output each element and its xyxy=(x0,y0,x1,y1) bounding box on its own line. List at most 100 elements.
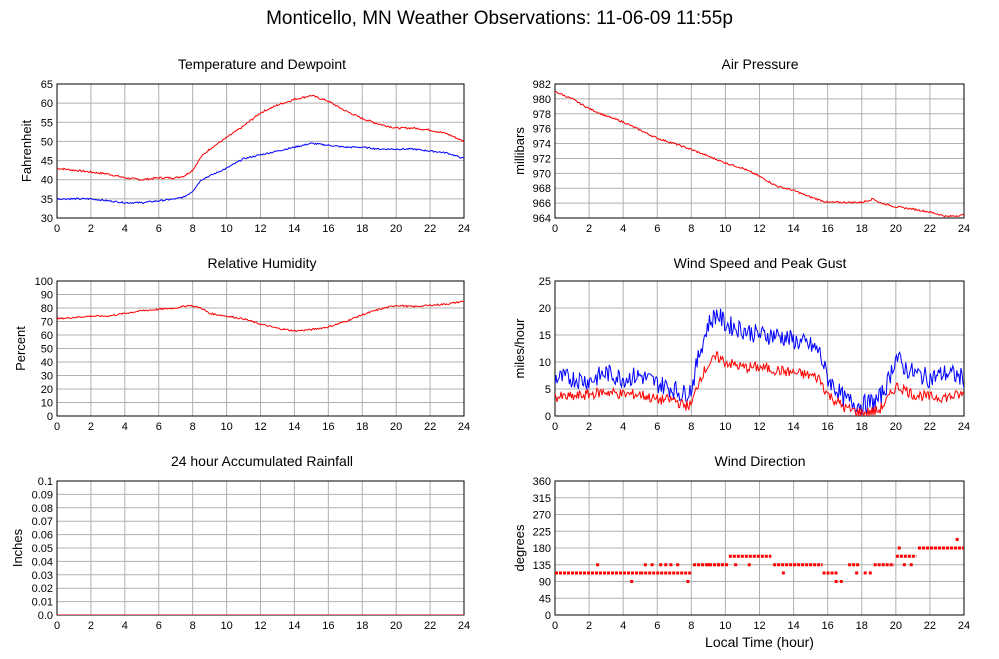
y-tick-label: 30 xyxy=(41,213,53,225)
y-tick-label: 225 xyxy=(533,526,551,538)
y-tick-label: 0.08 xyxy=(32,503,53,515)
y-tick-label: 0.03 xyxy=(32,570,53,582)
direction-point xyxy=(596,563,600,567)
y-tick-label: 10 xyxy=(41,398,53,410)
x-tick-label: 20 xyxy=(890,223,902,235)
direction-point xyxy=(839,580,843,583)
y-tick-label: 968 xyxy=(533,183,551,195)
x-tick-label: 10 xyxy=(220,223,232,235)
y-tick-label: 100 xyxy=(35,276,53,288)
x-tick-label: 12 xyxy=(254,421,266,433)
chart-title: 24 hour Accumulated Rainfall xyxy=(171,453,353,469)
y-axis-label: Percent xyxy=(13,326,28,371)
x-tick-label: 4 xyxy=(620,223,626,235)
y-tick-label: 974 xyxy=(533,139,551,151)
direction-point xyxy=(643,563,647,567)
y-tick-label: 0 xyxy=(545,610,551,622)
x-tick-label: 12 xyxy=(753,421,765,433)
series-line-1 xyxy=(57,300,464,333)
y-tick-label: 360 xyxy=(533,476,551,488)
x-tick-label: 20 xyxy=(390,223,402,235)
x-tick-label: 14 xyxy=(787,620,799,632)
x-tick-label: 18 xyxy=(356,421,368,433)
y-axis-label: Fahrenheit xyxy=(19,120,34,183)
x-tick-label: 16 xyxy=(822,620,834,632)
y-tick-label: 180 xyxy=(533,543,551,555)
x-tick-label: 22 xyxy=(424,620,436,632)
direction-point xyxy=(834,580,838,583)
x-tick-label: 16 xyxy=(322,421,334,433)
y-tick-label: 0.09 xyxy=(32,489,53,501)
x-tick-label: 0 xyxy=(54,223,60,235)
direction-point xyxy=(630,580,634,583)
y-axis-label: miles/hour xyxy=(512,318,527,379)
y-tick-label: 976 xyxy=(533,124,551,136)
x-tick-label: 16 xyxy=(822,421,834,433)
x-tick-label: 16 xyxy=(822,223,834,235)
x-tick-label: 22 xyxy=(424,421,436,433)
y-tick-label: 0.06 xyxy=(32,530,53,542)
direction-point xyxy=(855,571,859,575)
chart-title: Air Pressure xyxy=(721,56,798,72)
x-tick-label: 8 xyxy=(688,421,694,433)
series-line-1 xyxy=(555,308,964,415)
x-tick-label: 6 xyxy=(156,421,162,433)
y-tick-label: 60 xyxy=(41,330,53,342)
page-title: Monticello, MN Weather Observations: 11-… xyxy=(266,8,733,29)
x-tick-label: 24 xyxy=(958,620,970,632)
y-tick-label: 40 xyxy=(41,357,53,369)
y-tick-label: 0 xyxy=(545,411,551,423)
direction-point xyxy=(659,563,663,567)
series-line-1 xyxy=(555,90,964,218)
x-tick-label: 6 xyxy=(654,223,660,235)
plot-frame xyxy=(554,280,965,417)
x-tick-label: 6 xyxy=(654,620,660,632)
x-tick-label: 8 xyxy=(190,620,196,632)
x-tick-label: 0 xyxy=(54,421,60,433)
x-tick-label: 14 xyxy=(787,421,799,433)
y-tick-label: 20 xyxy=(539,303,551,315)
x-tick-label: 0 xyxy=(552,620,558,632)
chart-title: Relative Humidity xyxy=(208,255,317,271)
x-tick-label: 16 xyxy=(322,223,334,235)
direction-point xyxy=(747,563,751,567)
y-tick-label: 0.1 xyxy=(38,476,53,488)
x-tick-label: 12 xyxy=(254,620,266,632)
series-line-2 xyxy=(555,351,964,416)
x-tick-label: 24 xyxy=(458,421,470,433)
x-tick-label: 2 xyxy=(88,421,94,433)
y-tick-label: 5 xyxy=(545,384,551,396)
x-tick-label: 18 xyxy=(856,620,868,632)
y-tick-label: 315 xyxy=(533,493,551,505)
x-tick-label: 22 xyxy=(424,223,436,235)
y-tick-label: 980 xyxy=(533,94,551,106)
direction-point xyxy=(650,563,654,567)
y-tick-label: 0.07 xyxy=(32,516,53,528)
chart-title: Wind Direction xyxy=(714,453,805,469)
direction-point xyxy=(909,563,913,567)
y-axis-label: degrees xyxy=(512,524,527,571)
x-tick-label: 14 xyxy=(288,421,300,433)
series-line-2 xyxy=(57,142,464,205)
y-axis-label: millibars xyxy=(512,127,527,175)
y-tick-label: 20 xyxy=(41,384,53,396)
x-tick-label: 22 xyxy=(924,223,936,235)
y-tick-label: 35 xyxy=(41,194,53,206)
y-tick-label: 45 xyxy=(539,593,551,605)
y-tick-label: 0.04 xyxy=(32,556,53,568)
direction-point xyxy=(902,563,906,567)
y-tick-label: 45 xyxy=(41,156,53,168)
y-tick-label: 978 xyxy=(533,109,551,121)
x-tick-label: 14 xyxy=(288,620,300,632)
direction-point xyxy=(868,571,872,575)
x-tick-label: 18 xyxy=(856,421,868,433)
x-tick-label: 10 xyxy=(719,620,731,632)
y-tick-label: 60 xyxy=(41,98,53,110)
direction-point xyxy=(897,546,901,550)
x-tick-label: 0 xyxy=(552,421,558,433)
y-tick-label: 0 xyxy=(47,411,53,423)
